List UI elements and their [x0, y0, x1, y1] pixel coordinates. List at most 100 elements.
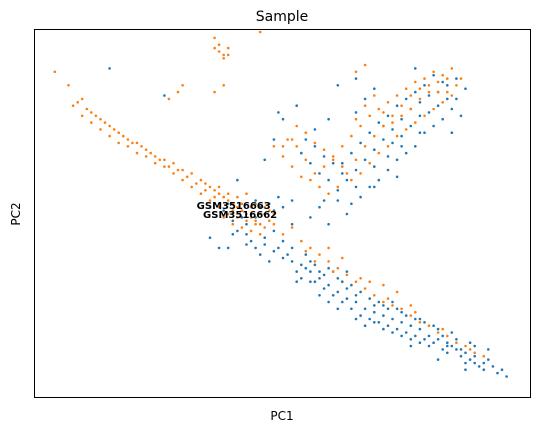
scatter-point [90, 121, 93, 124]
scatter-point [391, 141, 394, 145]
scatter-point [309, 178, 312, 182]
scatter-point [254, 222, 257, 226]
scatter-point [272, 229, 276, 233]
scatter-point [272, 249, 276, 253]
scatter-point [300, 263, 303, 267]
scatter-point [345, 270, 349, 273]
scatter-point [181, 178, 184, 182]
scatter-point [446, 90, 449, 94]
scatter-point [226, 53, 230, 57]
scatter-point [195, 182, 198, 185]
scatter-point [163, 158, 166, 162]
scatter-point [222, 209, 225, 212]
scatter-point [373, 148, 376, 151]
scatter-point [395, 158, 399, 162]
scatter-point [249, 205, 253, 209]
scatter-point [368, 114, 372, 118]
scatter-point [464, 87, 467, 90]
scatter-point [427, 324, 431, 328]
scatter-point [304, 253, 308, 256]
scatter-point [249, 212, 253, 216]
scatter-point [354, 158, 358, 162]
scatter-point [359, 172, 362, 175]
scatter-point [236, 216, 239, 219]
scatter-point [217, 50, 221, 53]
scatter-point [263, 226, 267, 229]
scatter-point [423, 114, 426, 118]
scatter-point [427, 111, 431, 114]
scatter-point [295, 280, 299, 284]
scatter-point [386, 114, 390, 118]
scatter-point [304, 138, 308, 141]
scatter-point [135, 141, 139, 145]
scatter-point [331, 161, 335, 165]
scatter-point [400, 134, 403, 138]
scatter-point [222, 84, 225, 87]
scatter-point [313, 145, 317, 148]
scatter-point [272, 212, 276, 216]
scatter-point [313, 172, 317, 175]
scatter-point [418, 321, 422, 324]
scatter-point [400, 307, 403, 311]
scatter-point [446, 341, 449, 345]
scatter-point [391, 128, 394, 131]
scatter-point [436, 331, 440, 334]
scatter-point [208, 185, 212, 189]
scatter-point [217, 43, 221, 46]
scatter-point [423, 321, 426, 324]
scatter-point [295, 104, 299, 107]
scatter-point [327, 260, 330, 263]
scatter-point [345, 178, 349, 182]
scatter-point [382, 138, 385, 141]
scatter-point [318, 294, 321, 297]
scatter-point [172, 172, 175, 175]
scatter-point [418, 114, 422, 118]
scatter-point [99, 128, 102, 131]
scatter-point [473, 361, 477, 365]
scatter-point [450, 331, 454, 334]
scatter-point [441, 348, 445, 351]
scatter-point [441, 101, 445, 104]
scatter-point [386, 297, 390, 300]
scatter-point [181, 84, 184, 87]
scatter-point [382, 300, 385, 304]
scatter-point [350, 202, 353, 206]
scatter-point [322, 273, 326, 277]
scatter-point [409, 304, 413, 307]
scatter-point [263, 236, 267, 239]
scatter-point [231, 233, 235, 236]
scatter-point [318, 270, 321, 273]
series-0 [108, 67, 508, 378]
scatter-point [377, 321, 381, 324]
scatter-point [268, 219, 271, 223]
scatter-point [359, 290, 362, 294]
scatter-point [363, 307, 367, 311]
scatter-point [167, 165, 171, 168]
scatter-point [245, 192, 248, 195]
scatter-point [213, 189, 216, 192]
scatter-point [436, 80, 440, 84]
scatter-point [281, 239, 285, 243]
scatter-point [414, 317, 417, 321]
scatter-point [345, 287, 349, 290]
scatter-point [341, 161, 344, 165]
scatter-point [90, 111, 93, 114]
scatter-point [386, 101, 390, 104]
scatter-point [295, 145, 299, 148]
scatter-point [263, 205, 267, 209]
scatter-point [236, 178, 239, 182]
scatter-point [427, 84, 431, 87]
scatter-point [67, 84, 70, 87]
scatter-point [217, 205, 221, 209]
scatter-point [386, 155, 390, 158]
scatter-point [459, 348, 463, 351]
scatter-point [313, 280, 317, 284]
scatter-point [373, 87, 376, 90]
scatter-point [441, 117, 445, 121]
scatter-point [468, 348, 472, 351]
scatter-point [176, 90, 180, 94]
scatter-point [131, 141, 134, 145]
scatter-point [482, 354, 486, 358]
scatter-point [386, 324, 390, 328]
scatter-point [226, 199, 230, 202]
